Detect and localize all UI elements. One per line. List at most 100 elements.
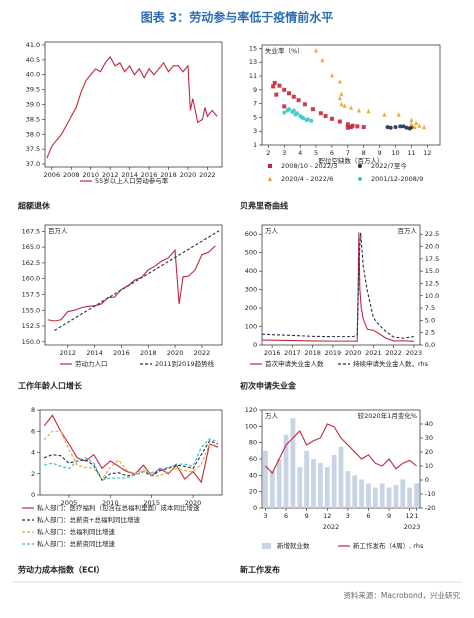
y-tick-label: 0: [31, 491, 35, 499]
y-tick-label: 15.0: [425, 267, 439, 275]
x-tick-label: 12: [406, 512, 414, 520]
x-tick-label: 8: [362, 149, 366, 157]
y-tick-label: 10: [425, 462, 433, 470]
x-tick-label: 2012: [60, 349, 77, 357]
x-tick-label: 2008: [63, 171, 80, 179]
bar: [386, 487, 392, 508]
y-tick-label: 600: [245, 230, 257, 238]
marker: [274, 92, 279, 97]
marker: [282, 104, 287, 109]
marker: [320, 57, 325, 63]
y2-axis-label: 百万人: [398, 227, 418, 235]
bar: [317, 463, 323, 508]
y-tick-label: 41.0: [26, 41, 40, 49]
legend-swatch: [262, 543, 271, 549]
marker: [318, 111, 323, 116]
y-tick-label: 120: [245, 406, 257, 414]
legend-label: 新工作发布（4周）, rhs: [353, 541, 424, 550]
bar: [400, 479, 406, 508]
legend-marker: [268, 164, 272, 168]
x-tick-label: 2014: [121, 171, 138, 179]
y-axis-label: 万人: [265, 227, 279, 235]
y-tick-label: 150.0: [22, 338, 41, 346]
marker: [296, 98, 301, 103]
x-tick-label: 2020: [345, 349, 362, 357]
y-tick-label: 2.5: [425, 329, 435, 337]
x-tick-label: 2014: [86, 349, 103, 357]
series-line: [265, 423, 417, 474]
x-tick-label: 4: [298, 149, 302, 157]
y-tick-label: 152.5: [22, 322, 41, 330]
x-tick-label: 6: [284, 512, 288, 520]
y-tick-label: 22.5: [425, 230, 439, 238]
y-tick-label: -20: [425, 504, 436, 512]
marker: [414, 120, 419, 125]
y-tick-label: 5: [253, 113, 257, 121]
y-tick-label: 9: [253, 86, 257, 94]
y-tick-label: 11: [249, 72, 257, 80]
y-tick-label: 38.0: [26, 130, 40, 138]
marker: [282, 110, 287, 115]
legend-label: 2022/7至今: [371, 161, 407, 170]
bar: [359, 479, 365, 508]
bar: [304, 450, 310, 508]
marker: [417, 123, 422, 128]
legend-label: 2001/12-2008/9: [371, 175, 423, 183]
marker: [337, 119, 342, 124]
marker: [396, 112, 401, 117]
legend-label: 私人部门：总薪资+总福利同比增速: [37, 515, 140, 524]
marker: [287, 107, 292, 112]
marker: [409, 117, 414, 123]
marker: [339, 101, 344, 107]
marker: [314, 48, 319, 53]
x-tick-label: 2017: [284, 349, 301, 357]
caption: 超额退休: [17, 201, 51, 211]
x-tick-label: 2018: [140, 349, 157, 357]
x-tick-label: 2006: [44, 171, 61, 179]
x-tick-label: 2023: [406, 349, 423, 357]
bar: [324, 467, 330, 508]
y2-axis-label: 较2020年1月变化%: [358, 411, 417, 420]
legend-marker: [358, 164, 362, 168]
x-tick-label: 2020: [167, 349, 184, 357]
marker: [412, 124, 417, 130]
x-tick-label: 6: [330, 149, 334, 157]
bar: [372, 487, 378, 508]
y-tick-label: 500: [245, 249, 257, 257]
marker: [282, 87, 287, 92]
y-tick-label: 20: [425, 448, 433, 456]
x-tick-label: 2022: [385, 349, 402, 357]
source-note: 资料来源：Macrobond，兴业研究: [343, 590, 460, 600]
y-tick-label: 400: [245, 267, 257, 275]
y-tick-label: 1: [253, 141, 257, 149]
y-tick-label: 2: [31, 470, 35, 478]
bar: [269, 471, 275, 508]
y-tick-label: 0: [425, 476, 429, 484]
legend-marker: [268, 176, 272, 181]
y-tick-label: 39.5: [26, 86, 40, 94]
x-tick-label: 9: [305, 512, 309, 520]
marker: [355, 124, 360, 129]
caption: 初次申请失业金: [240, 381, 297, 391]
y-tick-label: 37.5: [26, 145, 40, 153]
marker: [388, 125, 393, 130]
marker: [329, 116, 334, 121]
y-tick-label: 10.0: [425, 292, 439, 300]
y-tick-label: -10: [425, 490, 436, 498]
bar: [276, 459, 282, 508]
bar: [414, 483, 419, 508]
legend-label: 私人部门：总福利同比增速: [37, 527, 116, 536]
y-tick-label: 3: [253, 127, 257, 135]
x-tick-label: 2016: [141, 171, 158, 179]
series-line: [261, 232, 414, 339]
marker: [310, 107, 315, 112]
y-tick-label: 0: [253, 504, 257, 512]
marker: [302, 102, 307, 107]
marker: [382, 112, 387, 117]
plot-frame: [261, 224, 421, 346]
legend-label: 劳动力人口: [75, 359, 108, 368]
marker: [272, 80, 277, 85]
x-tick-label: 3: [346, 512, 350, 520]
legend-marker: [358, 177, 362, 181]
y-tick-label: 30: [425, 434, 433, 442]
